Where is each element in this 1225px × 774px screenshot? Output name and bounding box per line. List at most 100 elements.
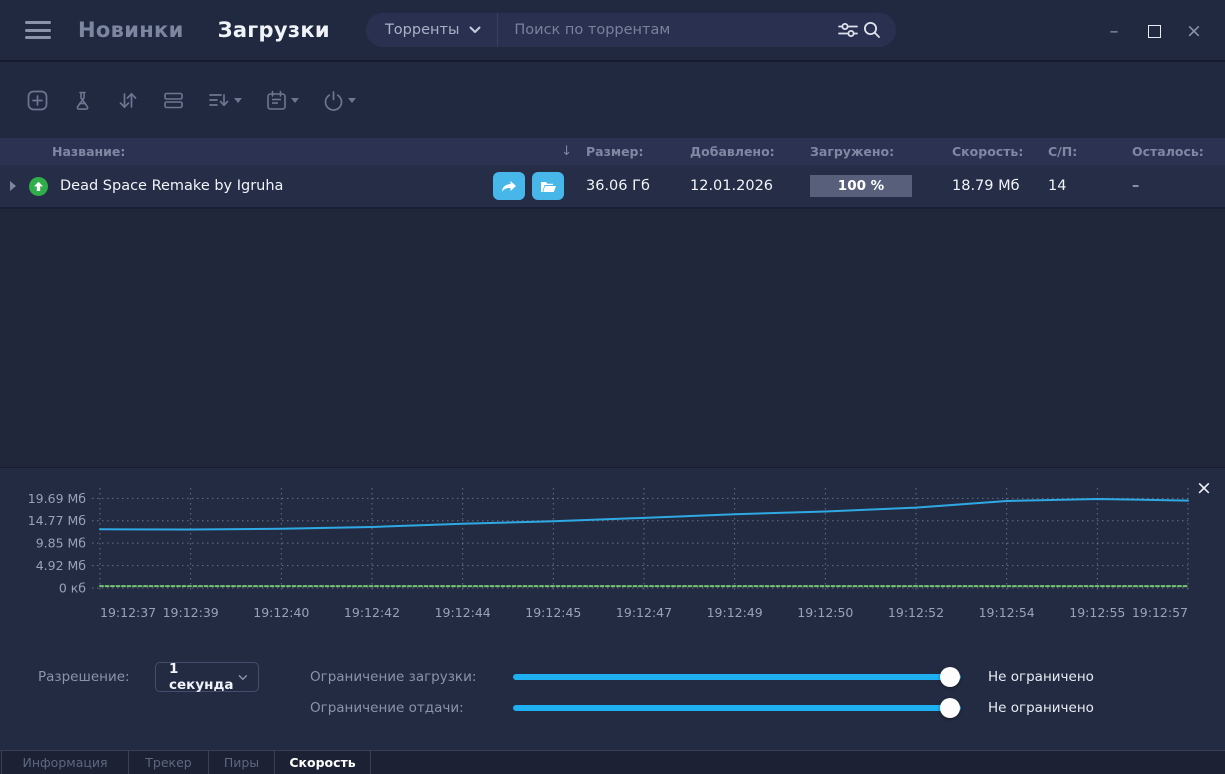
progress-bar: 100 % [810, 175, 912, 197]
x-tick-label: 19:12:45 [525, 605, 581, 620]
x-tick-label: 19:12:40 [253, 605, 309, 620]
torrent-seeds-peers: 14 [1048, 178, 1067, 194]
download-filter-button[interactable] [208, 90, 242, 111]
speed-panel: × 19.69 Мб 14.77 Мб 9.85 Мб 4.92 Мб 0 кб 19:1… [0, 467, 1225, 750]
y-tick-label: 9.85 Мб [36, 536, 87, 551]
toolbar [0, 62, 1225, 138]
torrent-name-cell: Dead Space Remake by Igruha [0, 172, 586, 200]
power-button[interactable] [323, 90, 356, 111]
caret-down-icon [234, 97, 242, 103]
search-input[interactable] [498, 22, 836, 38]
share-button[interactable] [493, 172, 525, 200]
column-header-name[interactable]: Название: ↓ [0, 144, 586, 159]
speed-chart: 19.69 Мб 14.77 Мб 9.85 Мб 4.92 Мб 0 кб 19:12:… [28, 488, 1189, 620]
download-line [99, 497, 1189, 531]
x-tick-label: 19:12:42 [344, 605, 400, 620]
resolution-row: Разрешение: 1 секунда Ограничение загруз… [0, 661, 1225, 693]
download-limit-slider[interactable] [513, 667, 961, 687]
hamburger-menu-icon[interactable] [25, 21, 51, 39]
caret-down-icon [291, 97, 299, 103]
window-controls: – × [1095, 0, 1225, 62]
column-header-loaded[interactable]: Загружено: [810, 144, 895, 159]
y-tick-label: 4.92 Мб [36, 558, 87, 573]
row-actions [493, 172, 564, 200]
x-tick-label: 19:12:39 [163, 605, 219, 620]
resolution-value: 1 секунда [169, 661, 234, 693]
download-limit-value: Не ограничено [988, 669, 1094, 685]
nav-tab-zagruzki[interactable]: Загрузки [217, 18, 330, 42]
x-tick-label: 19:12:47 [616, 605, 672, 620]
maximize-icon [1147, 24, 1161, 38]
tab-speed[interactable]: Скорость [275, 751, 371, 774]
bottom-tab-bar: Информация Трекер Пиры Скорость [0, 750, 1225, 774]
expand-row-icon[interactable] [10, 181, 16, 191]
calendar-icon [267, 90, 286, 110]
resolution-label: Разрешение: [38, 669, 130, 685]
slider-track [513, 705, 961, 711]
tab-information[interactable]: Информация [1, 751, 129, 774]
search-divider [497, 13, 499, 47]
y-tick-label: 14.77 Мб [28, 513, 87, 528]
column-header-remaining[interactable]: Осталось: [1132, 144, 1204, 159]
torrent-speed: 18.79 Мб [952, 178, 1020, 194]
resolution-select[interactable]: 1 секунда [155, 661, 259, 693]
x-tick-label: 19:12:55 [1069, 605, 1125, 620]
stacked-bars-icon [164, 92, 183, 108]
slider-thumb[interactable] [940, 667, 960, 687]
folder-open-icon [540, 181, 556, 192]
close-icon: × [1186, 20, 1202, 42]
add-torrent-button[interactable] [27, 90, 48, 111]
column-header-name-label: Название: [52, 144, 126, 159]
flask-icon [76, 91, 89, 110]
scheduler-button[interactable] [266, 90, 299, 111]
x-tick-label: 19:12:52 [888, 605, 944, 620]
y-tick-label: 19.69 Мб [28, 491, 87, 506]
chevron-down-icon [238, 674, 248, 680]
transfer-speed-button[interactable] [117, 90, 139, 111]
sort-descending-icon[interactable]: ↓ [561, 144, 572, 159]
column-header-size[interactable]: Размер: [586, 144, 644, 159]
close-button[interactable]: × [1175, 12, 1213, 50]
tab-peers[interactable]: Пиры [209, 751, 275, 774]
torrent-list-empty-area [0, 209, 1225, 467]
tab-tracker[interactable]: Трекер [129, 751, 209, 774]
queue-button[interactable] [163, 90, 184, 111]
download-list-icon [209, 93, 229, 106]
x-tick-label: 19:12:50 [797, 605, 853, 620]
x-tick-label: 19:12:57 [1132, 605, 1188, 620]
nav-tab-novinki[interactable]: Новинки [78, 18, 184, 42]
y-tick-label: 0 кб [59, 581, 86, 596]
chevron-down-icon [469, 26, 481, 33]
column-header-added[interactable]: Добавлено: [690, 144, 775, 159]
open-folder-button[interactable] [532, 172, 564, 200]
table-row[interactable]: Dead Space Remake by Igruha 36.06 Гб 12.… [0, 165, 1225, 209]
maximize-button[interactable] [1135, 12, 1173, 50]
torrent-remaining: – [1132, 178, 1140, 194]
search-category-label: Торренты [384, 22, 460, 38]
upload-limit-slider[interactable] [513, 698, 961, 718]
top-bar: Новинки Загрузки Торренты [0, 0, 1225, 62]
column-header-speed[interactable]: Скорость: [952, 144, 1024, 159]
slider-thumb[interactable] [940, 698, 960, 718]
column-header-seeds-peers[interactable]: С/П: [1048, 144, 1078, 159]
search-bar: Торренты [365, 13, 896, 47]
caret-down-icon [348, 97, 356, 103]
torrent-added-date: 12.01.2026 [690, 178, 774, 194]
x-tick-label: 19:12:49 [707, 605, 763, 620]
panel-close-icon[interactable]: × [1196, 477, 1212, 499]
x-tick-label: 19:12:54 [979, 605, 1035, 620]
table-header: Название: ↓ Размер: Добавлено: Загружено… [0, 138, 1225, 165]
search-icon[interactable] [860, 18, 884, 42]
plus-square-icon [27, 90, 48, 110]
slider-track [513, 674, 961, 680]
search-filter-icon[interactable] [836, 18, 860, 42]
upload-limit-row: Ограничение отдачи: Не ограничено [0, 693, 1225, 723]
minimize-icon: – [1109, 20, 1119, 42]
search-category-dropdown[interactable]: Торренты [366, 13, 497, 47]
torrent-size: 36.06 Гб [586, 178, 650, 194]
create-torrent-button[interactable] [72, 90, 93, 111]
minimize-button[interactable]: – [1095, 12, 1133, 50]
torrent-title: Dead Space Remake by Igruha [60, 178, 284, 194]
upload-limit-value: Не ограничено [988, 700, 1094, 716]
